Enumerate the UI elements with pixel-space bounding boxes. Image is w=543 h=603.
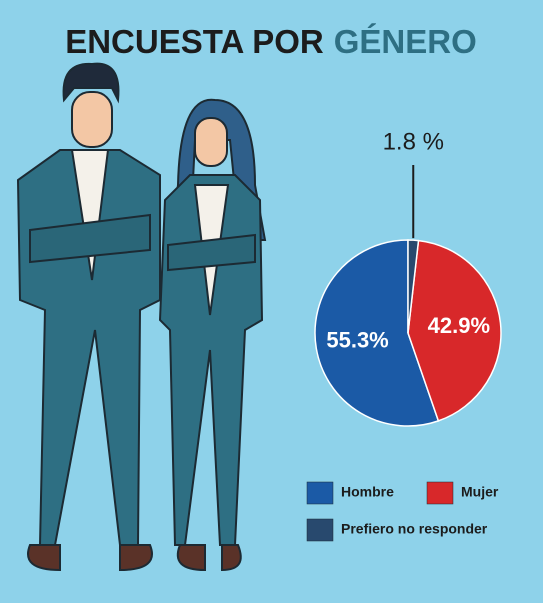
legend-label: Hombre (341, 484, 394, 500)
pie-slice (407, 239, 502, 422)
woman-illustration (158, 98, 267, 572)
legend-swatch (306, 518, 334, 542)
chart-title: ENCUESTA POR GÉNERO (65, 23, 477, 60)
slice-label: 1.8 % (383, 128, 444, 155)
legend-swatch (426, 481, 454, 505)
pie-slice (407, 239, 420, 334)
slice-label: 55.3% (326, 327, 388, 352)
title-main: ENCUESTA POR (65, 23, 324, 60)
legend-swatch (306, 481, 334, 505)
slice-label: 42.9% (428, 313, 490, 338)
man-illustration (16, 62, 161, 572)
title-highlight: GÉNERO (334, 23, 477, 60)
legend-label: Prefiero no responder (341, 521, 488, 537)
legend-label: Mujer (461, 484, 499, 500)
